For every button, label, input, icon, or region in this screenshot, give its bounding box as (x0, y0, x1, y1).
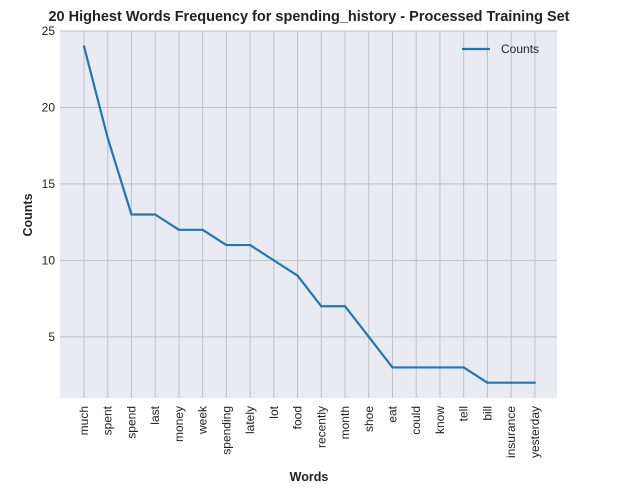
chart-title: 20 Highest Words Frequency for spending_… (48, 9, 569, 25)
x-tick-label: spending (219, 406, 233, 455)
x-tick-label: eat (385, 405, 399, 422)
x-tick-label: know (433, 406, 447, 434)
x-tick-label: week (196, 405, 210, 435)
x-tick-label: lately (243, 406, 257, 434)
data-point (320, 305, 323, 308)
x-tick-label: money (172, 406, 186, 442)
x-tick-label: food (291, 406, 305, 429)
x-axis-label: Words (290, 470, 329, 484)
data-point (415, 366, 418, 369)
data-point (296, 274, 299, 277)
y-tick-label: 25 (42, 24, 56, 38)
y-tick-label: 15 (42, 177, 56, 191)
data-point (130, 213, 133, 216)
data-point (201, 228, 204, 231)
y-axis-ticks: 5 10 15 20 25 (42, 24, 56, 344)
x-tick-label: bill (480, 406, 494, 421)
data-point (343, 305, 347, 308)
data-point (106, 136, 109, 140)
data-point (367, 335, 370, 338)
legend-label-counts: Counts (501, 42, 539, 56)
legend: Counts (462, 42, 539, 56)
x-tick-label: shoe (362, 406, 376, 432)
x-axis-ticks: much spent spend last money week spending latel… (77, 405, 542, 458)
data-point (510, 381, 513, 384)
x-tick-label: last (148, 405, 162, 424)
y-tick-label: 5 (48, 330, 55, 344)
data-point (154, 213, 157, 216)
series-line-counts (82, 46, 535, 384)
data-point (177, 228, 181, 231)
data-point (438, 366, 442, 369)
y-tick-label: 20 (42, 100, 56, 114)
data-point (391, 366, 394, 369)
data-point (462, 366, 465, 369)
y-tick-label: 10 (42, 253, 56, 267)
x-tick-label: lot (267, 405, 281, 418)
data-point (486, 381, 489, 384)
x-tick-label: yesterday (528, 406, 542, 458)
data-point (533, 381, 536, 384)
data-point (82, 45, 86, 48)
x-tick-label: much (77, 406, 91, 435)
data-point (272, 259, 275, 262)
y-axis-label: Counts (21, 193, 35, 236)
data-point (249, 243, 252, 247)
grid (60, 30, 557, 398)
data-points (82, 45, 536, 384)
x-tick-label: spend (124, 406, 138, 439)
x-tick-label: spent (101, 405, 115, 435)
x-tick-label: tell (457, 406, 471, 421)
x-tick-label: recently (314, 406, 328, 448)
x-tick-label: month (338, 406, 352, 439)
x-tick-label: could (409, 406, 423, 435)
data-point (225, 243, 228, 247)
x-tick-label: insurance (504, 406, 518, 458)
